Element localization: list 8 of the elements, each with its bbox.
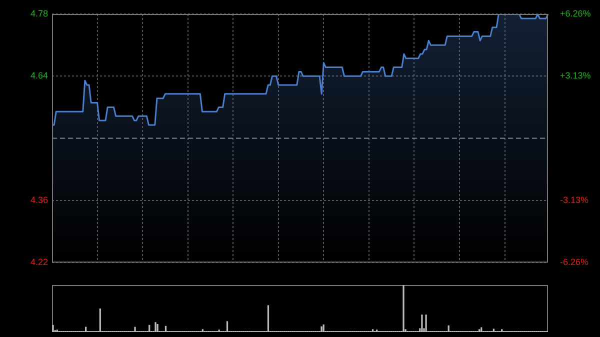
y2-tick-label: -6.26%: [560, 257, 589, 268]
y-tick-label: 4.22: [30, 257, 48, 268]
y-tick-label: 4.64: [30, 70, 48, 81]
y-tick-label: 4.36: [30, 194, 48, 205]
y-tick-label: 4.78: [30, 8, 48, 18]
y2-tick-label: +3.13%: [560, 70, 591, 81]
y2-tick-label: +6.26%: [560, 8, 591, 18]
y2-tick-label: -3.13%: [560, 194, 589, 205]
